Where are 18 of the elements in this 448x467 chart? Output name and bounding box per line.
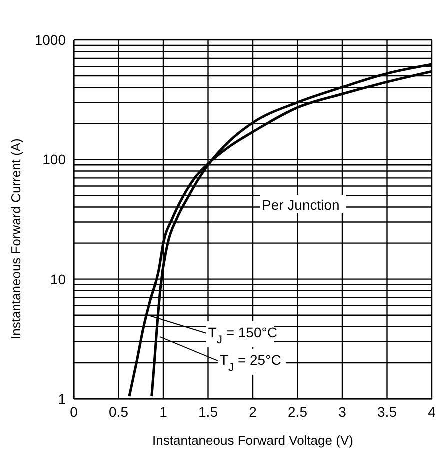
x-tick-label: 3 bbox=[338, 404, 347, 420]
x-tick-label: 4 bbox=[428, 404, 436, 420]
annotation: T$_{J}$ = 150°C bbox=[208, 324, 278, 346]
x-tick-label: 1.5 bbox=[198, 404, 218, 420]
y-axis-title: Instantaneous Forward Current (A) bbox=[8, 138, 24, 340]
x-tick-label: 2 bbox=[249, 404, 258, 420]
x-axis-title: Instantaneous Forward Voltage (V) bbox=[152, 433, 354, 448]
x-tick-label: 0.5 bbox=[109, 404, 129, 420]
x-tick-label: 0 bbox=[70, 404, 78, 420]
annotation: Per Junction bbox=[262, 197, 340, 213]
y-tick-label: 1 bbox=[58, 390, 66, 407]
y-tick-label: 10 bbox=[50, 271, 66, 288]
y-tick-label: 1000 bbox=[34, 32, 66, 48]
x-tick-label: 2.5 bbox=[288, 404, 308, 420]
x-tick-label: 1 bbox=[160, 404, 168, 420]
annotation: T$_{J}$ = 25°C bbox=[220, 352, 282, 374]
x-tick-label: 3.5 bbox=[378, 404, 398, 420]
y-tick-label: 100 bbox=[42, 152, 66, 168]
